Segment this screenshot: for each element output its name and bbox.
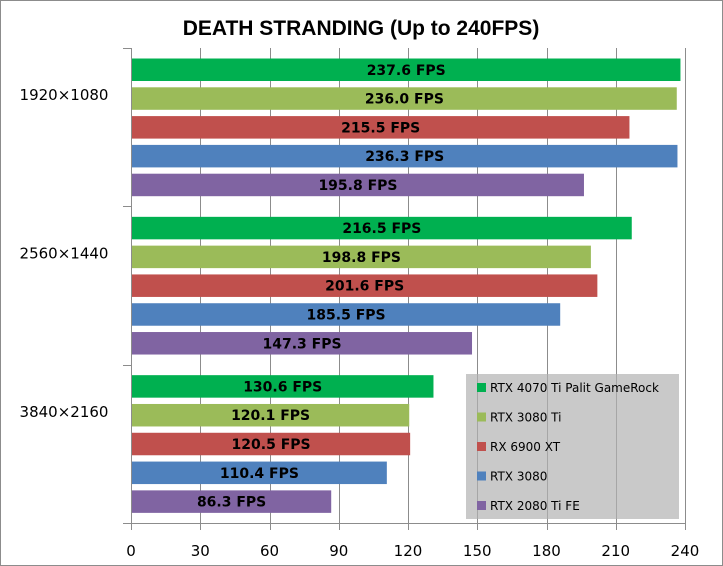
bar <box>132 403 410 427</box>
legend-entry: RTX 4070 Ti Palit GameRock <box>490 381 659 395</box>
bar <box>132 432 411 456</box>
bar <box>132 332 473 355</box>
legend: RTX 4070 Ti Palit GameRock RTX 3080 Ti RX … <box>466 374 679 519</box>
data-label: 236.0 FPS <box>365 92 444 108</box>
category-label: 3840×2160 <box>20 403 109 421</box>
bar <box>132 216 632 240</box>
data-label: 185.5 FPS <box>307 307 386 323</box>
x-tick-labels: 0 30 60 90 120 150 180 210 240 <box>126 542 699 560</box>
data-label: 198.8 FPS <box>322 250 401 266</box>
data-label: 130.6 FPS <box>243 379 322 395</box>
legend-entry: RTX 3080 <box>490 470 547 484</box>
bar <box>132 274 598 297</box>
bar <box>132 461 387 485</box>
data-label: 120.1 FPS <box>231 408 310 424</box>
data-label: 216.5 FPS <box>342 221 421 237</box>
legend-box <box>466 374 679 519</box>
data-label: 236.3 FPS <box>365 149 444 165</box>
bar <box>132 303 561 326</box>
legend-swatch <box>477 442 486 451</box>
bar <box>132 116 630 139</box>
x-tick-label: 150 <box>463 542 492 560</box>
data-label: 110.4 FPS <box>220 466 299 482</box>
data-label: 86.3 FPS <box>197 495 266 511</box>
category-label: 1920×1080 <box>20 86 109 104</box>
x-tick-label: 240 <box>671 542 700 560</box>
x-tick-label: 180 <box>532 542 561 560</box>
bar <box>132 144 678 168</box>
bar <box>132 245 591 269</box>
bar <box>132 490 332 513</box>
x-tick-label: 0 <box>126 542 136 560</box>
chart-title: DEATH STRANDING (Up to 240FPS) <box>183 17 540 40</box>
x-tick-label: 30 <box>191 542 210 560</box>
legend-swatch <box>477 412 486 422</box>
bar <box>132 87 677 110</box>
legend-swatch <box>477 501 486 510</box>
data-label: 120.5 FPS <box>232 437 311 453</box>
legend-entry: RTX 3080 Ti <box>490 411 561 425</box>
data-label: 237.6 FPS <box>367 63 446 79</box>
axes <box>123 48 686 530</box>
bar <box>132 58 681 81</box>
category-label: 2560×1440 <box>20 245 109 263</box>
x-tick-label: 210 <box>601 542 630 560</box>
data-label: 147.3 FPS <box>262 336 341 352</box>
x-tick-label: 120 <box>394 542 423 560</box>
x-tick-label: 60 <box>260 542 279 560</box>
x-tick-label: 90 <box>329 542 348 560</box>
bar <box>132 375 434 398</box>
category-labels: 1920×1080 2560×1440 3840×2160 <box>20 86 109 421</box>
legend-entry: RTX 2080 Ti FE <box>490 499 580 513</box>
legend-entry: RX 6900 XT <box>490 440 561 454</box>
bar <box>132 173 584 197</box>
bars: 237.6 FPS 236.0 FPS 215.5 FPS 236.3 FPS 195.… <box>132 58 681 513</box>
legend-swatch <box>477 383 486 392</box>
data-label: 201.6 FPS <box>325 279 404 295</box>
data-label: 215.5 FPS <box>341 120 420 136</box>
data-label: 195.8 FPS <box>318 178 397 194</box>
legend-swatch <box>477 471 486 481</box>
